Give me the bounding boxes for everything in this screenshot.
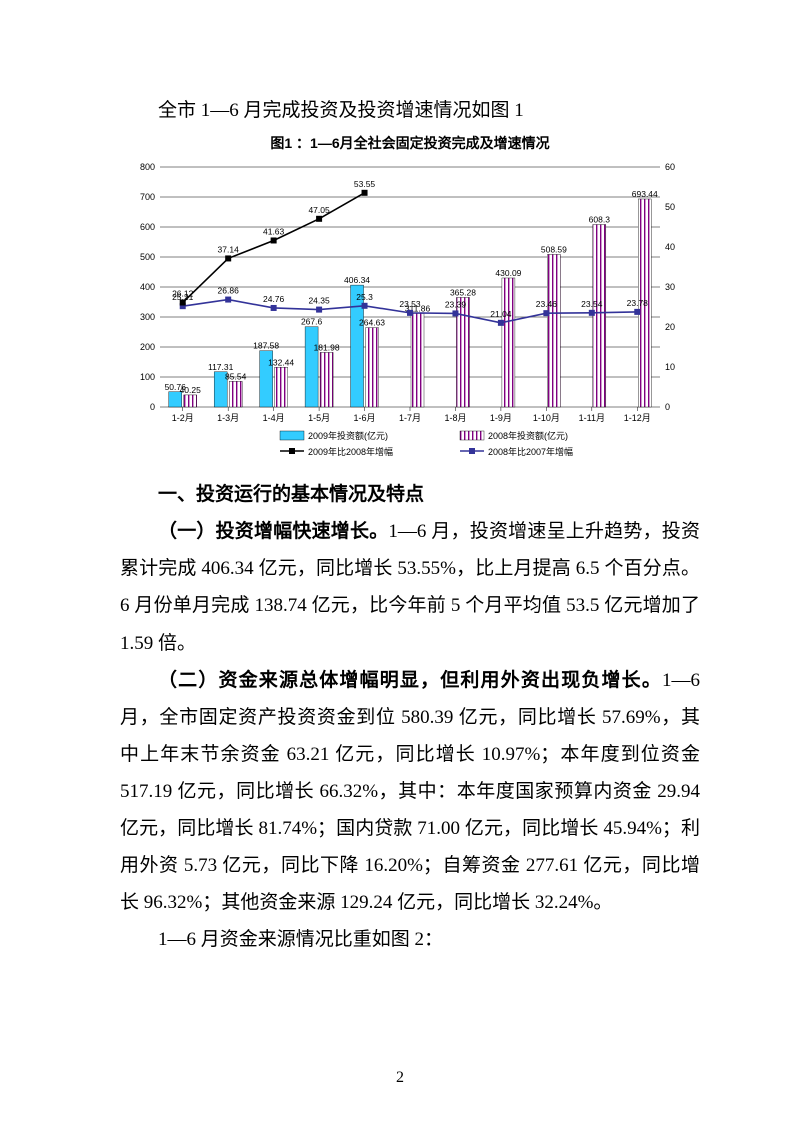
para1-bold: （一）投资增幅快速增长。 <box>158 521 388 542</box>
svg-text:1-11月: 1-11月 <box>579 413 605 423</box>
svg-text:24.35: 24.35 <box>308 296 330 306</box>
svg-text:1-10月: 1-10月 <box>533 413 560 423</box>
svg-text:264.63: 264.63 <box>359 318 385 328</box>
svg-text:1-4月: 1-4月 <box>263 413 285 423</box>
svg-text:100: 100 <box>140 372 155 382</box>
svg-text:500: 500 <box>140 252 155 262</box>
svg-text:1-3月: 1-3月 <box>217 413 239 423</box>
svg-text:26.86: 26.86 <box>218 286 240 296</box>
svg-text:1-7月: 1-7月 <box>399 413 421 423</box>
svg-text:23.54: 23.54 <box>581 299 603 309</box>
paragraph-1: （一）投资增幅快速增长。1—6 月，投资增速呈上升趋势，投资累计完成 406.3… <box>120 513 700 661</box>
svg-text:21.04: 21.04 <box>490 309 512 319</box>
svg-text:608.3: 608.3 <box>589 215 611 225</box>
svg-text:600: 600 <box>140 222 155 232</box>
svg-text:2009年投资额(亿元): 2009年投资额(亿元) <box>308 430 388 441</box>
svg-text:20: 20 <box>665 322 675 332</box>
svg-text:23.78: 23.78 <box>627 298 649 308</box>
svg-text:1-2月: 1-2月 <box>172 413 194 423</box>
svg-text:200: 200 <box>140 342 155 352</box>
svg-text:365.28: 365.28 <box>450 288 476 298</box>
svg-text:117.31: 117.31 <box>208 362 234 372</box>
paragraph-2: （二）资金来源总体增幅明显，但利用外资出现负增长。1—6 月，全市固定资产投资资… <box>120 662 700 921</box>
page-root: 全市 1—6 月完成投资及投资增速情况如图 1 图1 ：1—6月全社会固定投资完… <box>0 0 800 1132</box>
svg-text:132.44: 132.44 <box>268 358 294 368</box>
svg-text:40.25: 40.25 <box>180 385 202 395</box>
svg-text:1-8月: 1-8月 <box>444 413 466 423</box>
svg-text:508.59: 508.59 <box>541 245 567 255</box>
svg-text:37.14: 37.14 <box>218 245 240 255</box>
svg-text:187.58: 187.58 <box>253 341 279 351</box>
svg-text:1-6月: 1-6月 <box>354 413 376 423</box>
svg-text:267.6: 267.6 <box>301 317 323 327</box>
svg-text:24.76: 24.76 <box>263 294 285 304</box>
svg-text:300: 300 <box>140 312 155 322</box>
svg-text:85.54: 85.54 <box>225 372 247 382</box>
svg-text:693.44: 693.44 <box>632 189 658 199</box>
svg-text:41.63: 41.63 <box>263 227 285 237</box>
svg-text:406.34: 406.34 <box>344 275 370 285</box>
svg-text:1-12月: 1-12月 <box>624 413 651 423</box>
svg-text:2008年投资额(亿元): 2008年投资额(亿元) <box>488 430 568 441</box>
svg-text:23.46: 23.46 <box>536 299 558 309</box>
svg-text:0: 0 <box>665 402 670 412</box>
svg-text:430.09: 430.09 <box>495 268 521 278</box>
svg-text:181.98: 181.98 <box>314 343 340 353</box>
svg-text:2008年比2007年增幅: 2008年比2007年增幅 <box>488 446 573 457</box>
svg-text:800: 800 <box>140 162 155 172</box>
page-number: 2 <box>0 1069 800 1087</box>
chart-svg: 0 100 200 300 400 500 600 700 800 0 10 20 30 40 50 60 1-… <box>120 157 700 467</box>
svg-text:60: 60 <box>665 162 675 172</box>
para2-bold: （二）资金来源总体增幅明显，但利用外资出现负增长。 <box>158 670 662 691</box>
svg-text:30: 30 <box>665 282 675 292</box>
section-1-heading: 一、投资运行的基本情况及特点 <box>120 477 700 513</box>
svg-text:25.3: 25.3 <box>356 292 373 302</box>
svg-text:26.12: 26.12 <box>172 289 194 299</box>
svg-text:2009年比2008年增幅: 2009年比2008年增幅 <box>308 446 393 457</box>
svg-text:700: 700 <box>140 192 155 202</box>
para2-text: 1—6 月，全市固定资产投资资金到位 580.39 亿元，同比增长 57.69%… <box>120 670 700 913</box>
paragraph-3: 1—6 月资金来源情况比重如图 2： <box>120 921 700 958</box>
svg-text:23.39: 23.39 <box>445 300 467 310</box>
svg-text:10: 10 <box>665 362 675 372</box>
svg-text:53.55: 53.55 <box>354 179 376 189</box>
svg-text:40: 40 <box>665 242 675 252</box>
svg-text:400: 400 <box>140 282 155 292</box>
svg-text:47.05: 47.05 <box>308 205 330 215</box>
intro-line: 全市 1—6 月完成投资及投资增速情况如图 1 <box>120 95 700 127</box>
svg-text:23.53: 23.53 <box>399 299 421 309</box>
svg-text:50: 50 <box>665 202 675 212</box>
chart-figure-1: 0 100 200 300 400 500 600 700 800 0 10 20 30 40 50 60 1-… <box>120 157 700 467</box>
chart-title: 图1 ：1—6月全社会固定投资完成及增速情况 <box>120 133 700 153</box>
svg-text:1-5月: 1-5月 <box>308 413 330 423</box>
svg-text:0: 0 <box>150 402 155 412</box>
svg-text:1-9月: 1-9月 <box>490 413 512 423</box>
